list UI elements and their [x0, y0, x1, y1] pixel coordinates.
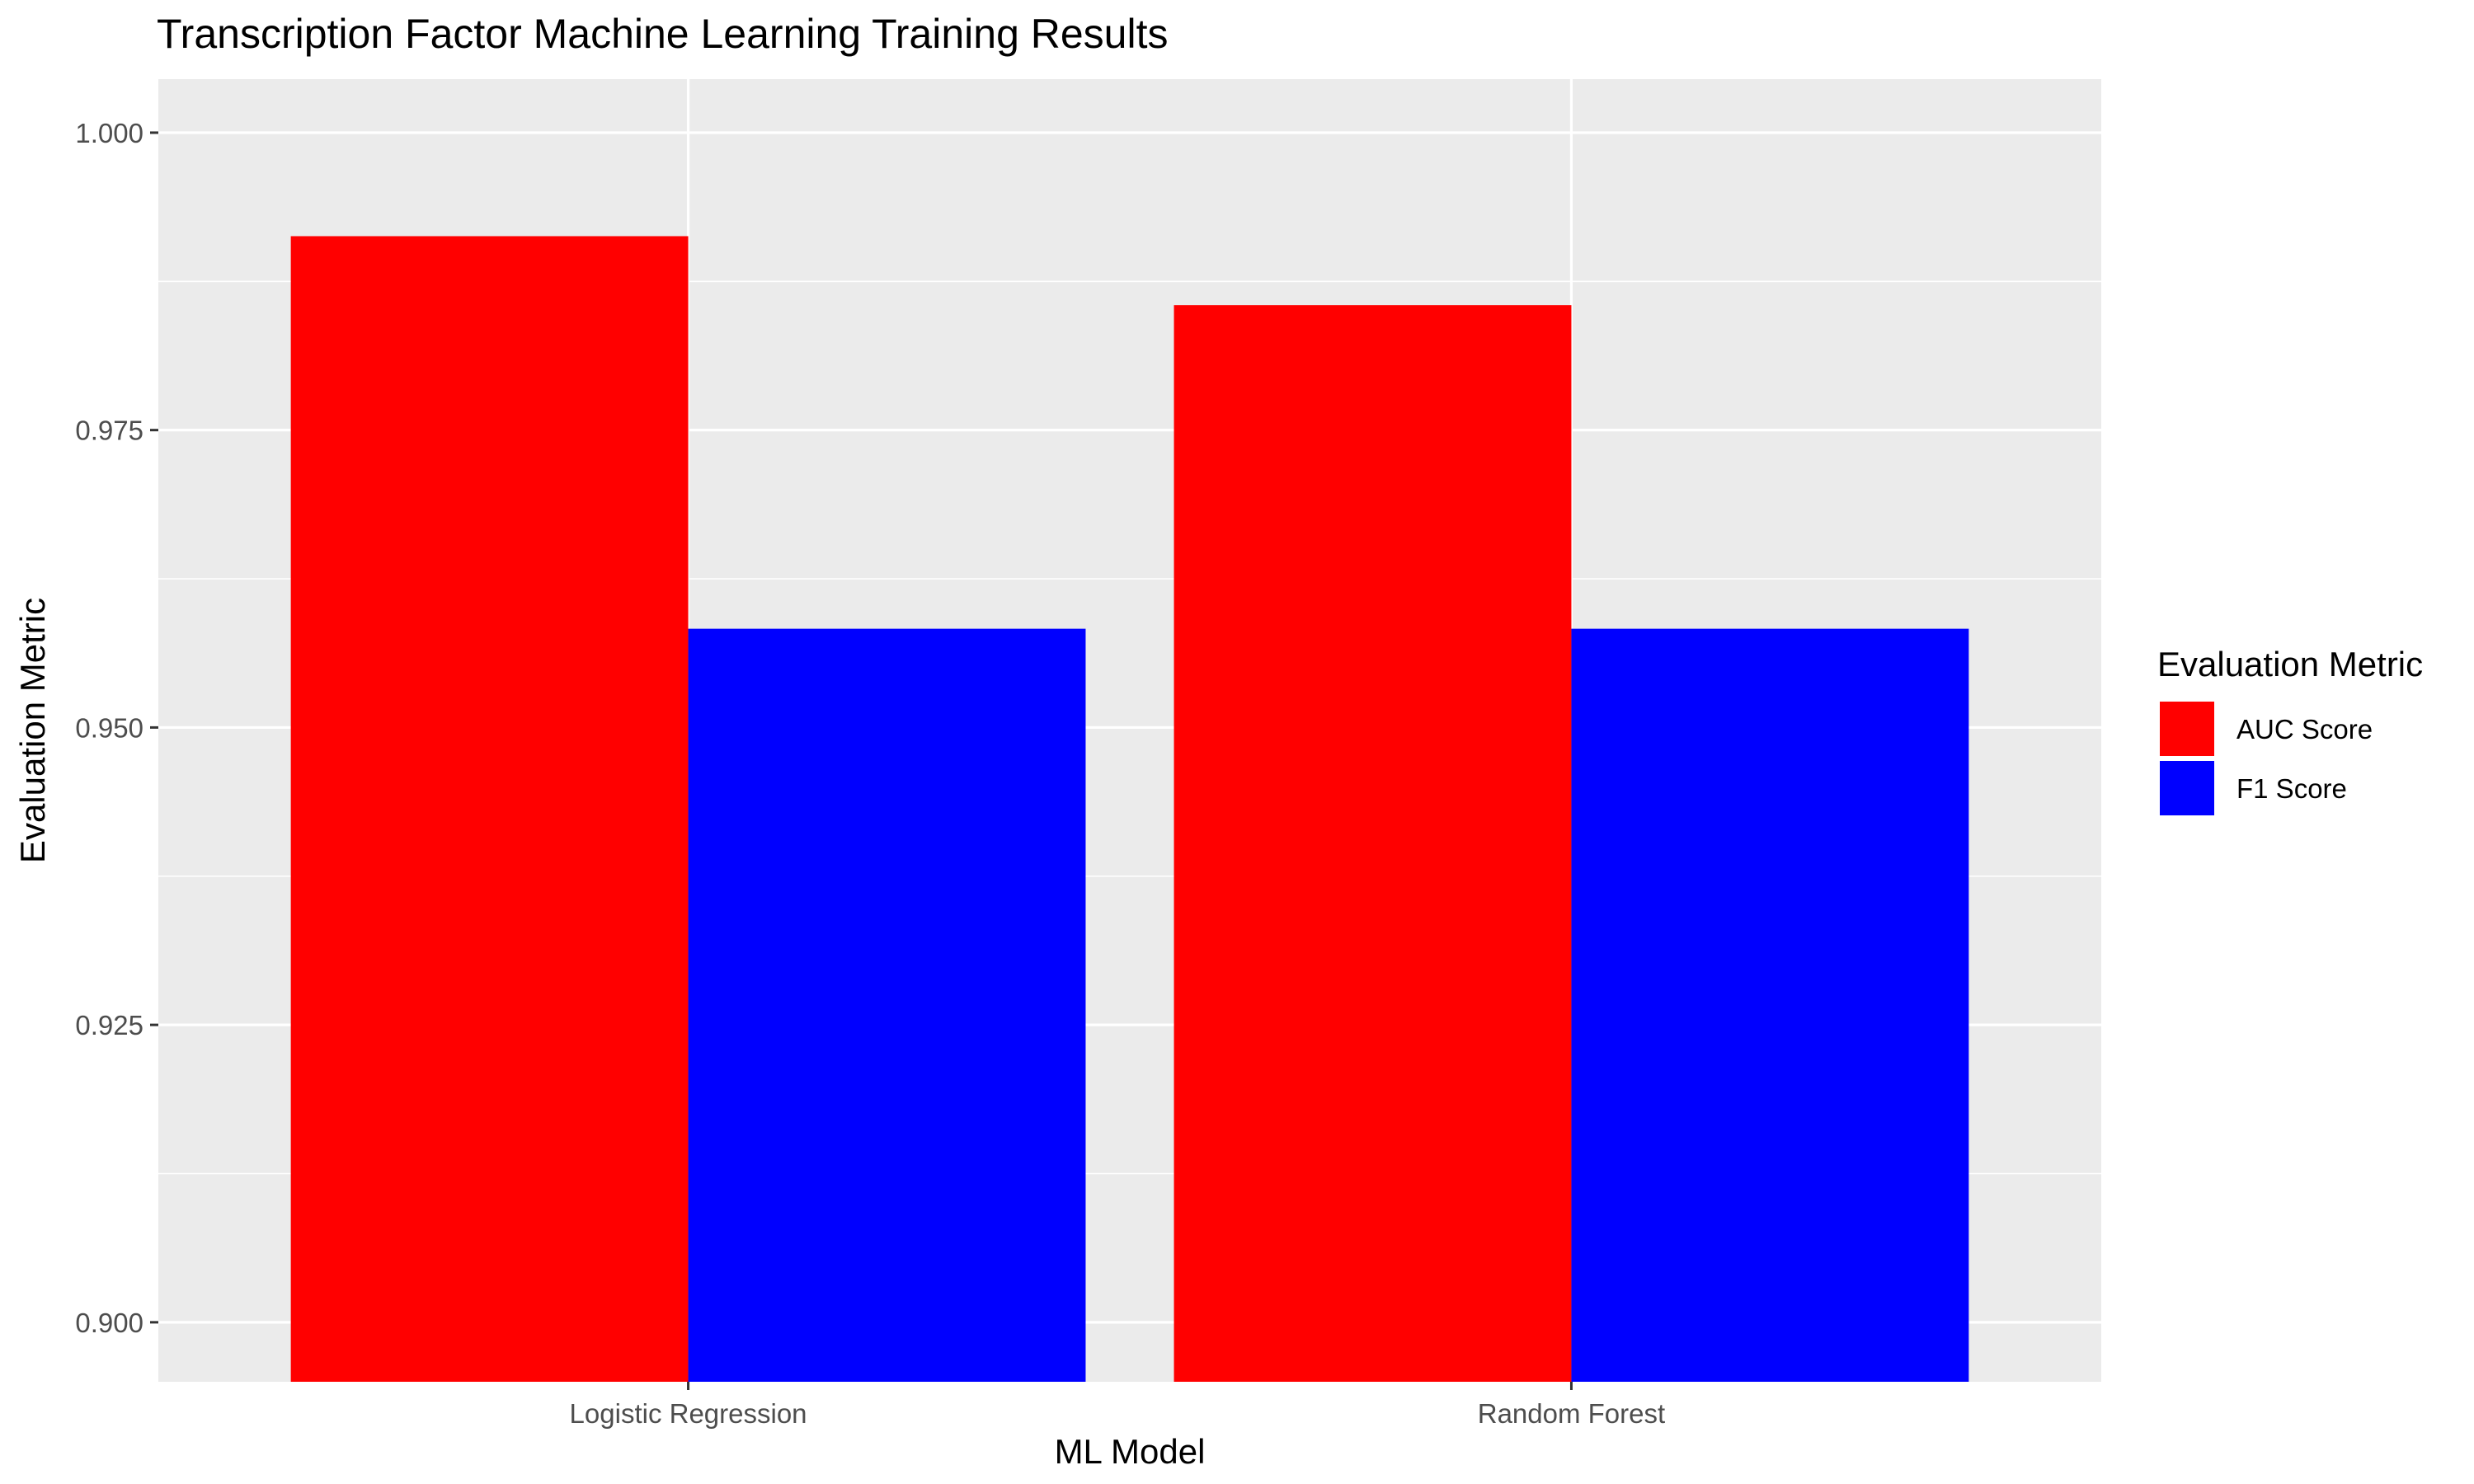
legend-items: AUC Score F1 Score	[2158, 700, 2373, 817]
bars	[290, 236, 1969, 1382]
y-tick-label: 1.000	[75, 118, 143, 148]
legend: Evaluation Metric AUC Score F1 Score	[2157, 645, 2423, 817]
bar-auc-score-random-forest	[1174, 305, 1572, 1382]
y-tick-label: 0.950	[75, 712, 143, 743]
bar-f1-score-random-forest	[1571, 628, 1969, 1382]
x-tick-label: Random Forest	[1478, 1398, 1665, 1429]
legend-key-auc-score	[2158, 700, 2216, 758]
legend-label-f1-score: F1 Score	[2236, 773, 2347, 804]
bar-auc-score-logistic-regression	[290, 236, 689, 1382]
x-tick-label: Logistic Regression	[570, 1398, 807, 1429]
y-tick-label: 0.900	[75, 1308, 143, 1338]
x-axis-title: ML Model	[1055, 1432, 1206, 1471]
y-axis: 0.900 0.925 0.950 0.975 1.000	[75, 118, 158, 1338]
y-tick-label: 0.975	[75, 416, 143, 446]
x-axis: Logistic Regression Random Forest	[570, 1382, 1665, 1429]
y-tick-label: 0.925	[75, 1010, 143, 1040]
y-axis-title: Evaluation Metric	[13, 598, 52, 863]
legend-title: Evaluation Metric	[2157, 645, 2423, 683]
chart-title: Transcription Factor Machine Learning Tr…	[157, 11, 1169, 57]
legend-key-f1-score	[2158, 759, 2216, 817]
bar-f1-score-logistic-regression	[688, 628, 1086, 1382]
legend-label-auc-score: AUC Score	[2236, 714, 2373, 744]
